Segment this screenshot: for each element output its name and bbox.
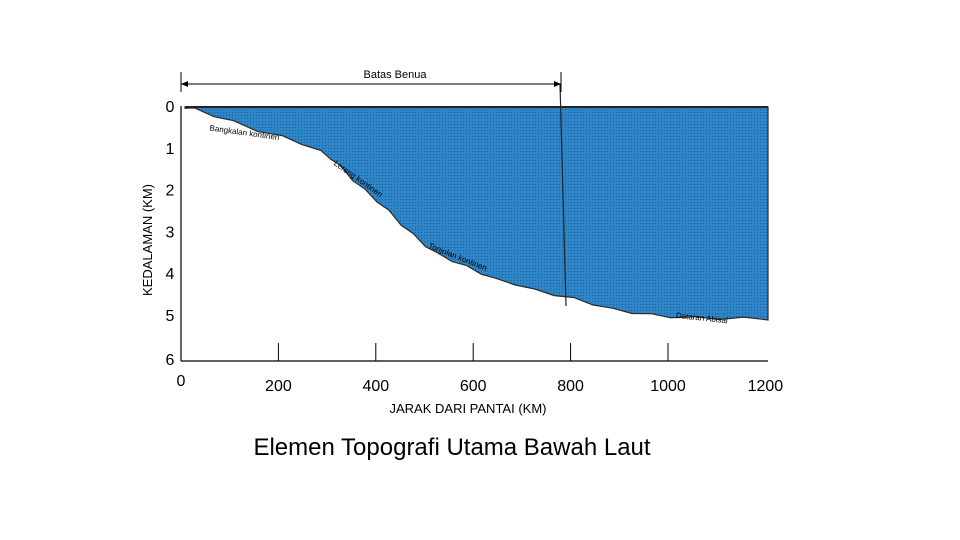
y-tick-label: 5: [166, 308, 175, 325]
y-tick-label: 2: [166, 183, 175, 200]
slide-title: Elemen Topografi Utama Bawah Laut: [253, 434, 650, 461]
bracket-left-arrow: [181, 81, 188, 87]
continental-boundary-bracket: Batas Benua: [180, 69, 562, 92]
y-tick-label: 0: [166, 99, 175, 116]
bracket-right-arrow: [554, 81, 561, 87]
x-tick-label: 200: [265, 378, 292, 395]
x-axis-tick-labels: 0 200 400 600 800 1000 1200: [177, 373, 784, 395]
y-axis-title: KEDALAMAN (KM): [140, 184, 155, 296]
y-tick-label: 4: [166, 266, 175, 283]
y-tick-label: 6: [166, 352, 175, 369]
y-axis-tick-labels: 0 1 2 3 4 5 6: [166, 99, 175, 369]
x-tick-label: 600: [460, 378, 487, 395]
bracket-label: Batas Benua: [364, 69, 428, 81]
x-axis-title: JARAK DARI PANTAI (KM): [390, 401, 547, 416]
x-tick-label: 1000: [650, 378, 686, 395]
x-axis-ticks: [277, 343, 669, 361]
y-tick-label: 1: [166, 141, 175, 158]
x-tick-label: 1200: [748, 378, 784, 395]
x-tick-label: 400: [362, 378, 389, 395]
x-tick-label: 800: [557, 378, 584, 395]
y-tick-label: 3: [166, 224, 175, 241]
ocean-water-area: [184, 106, 769, 321]
continental-boundary-line: [559, 83, 567, 307]
x-tick-label: 0: [177, 373, 186, 390]
